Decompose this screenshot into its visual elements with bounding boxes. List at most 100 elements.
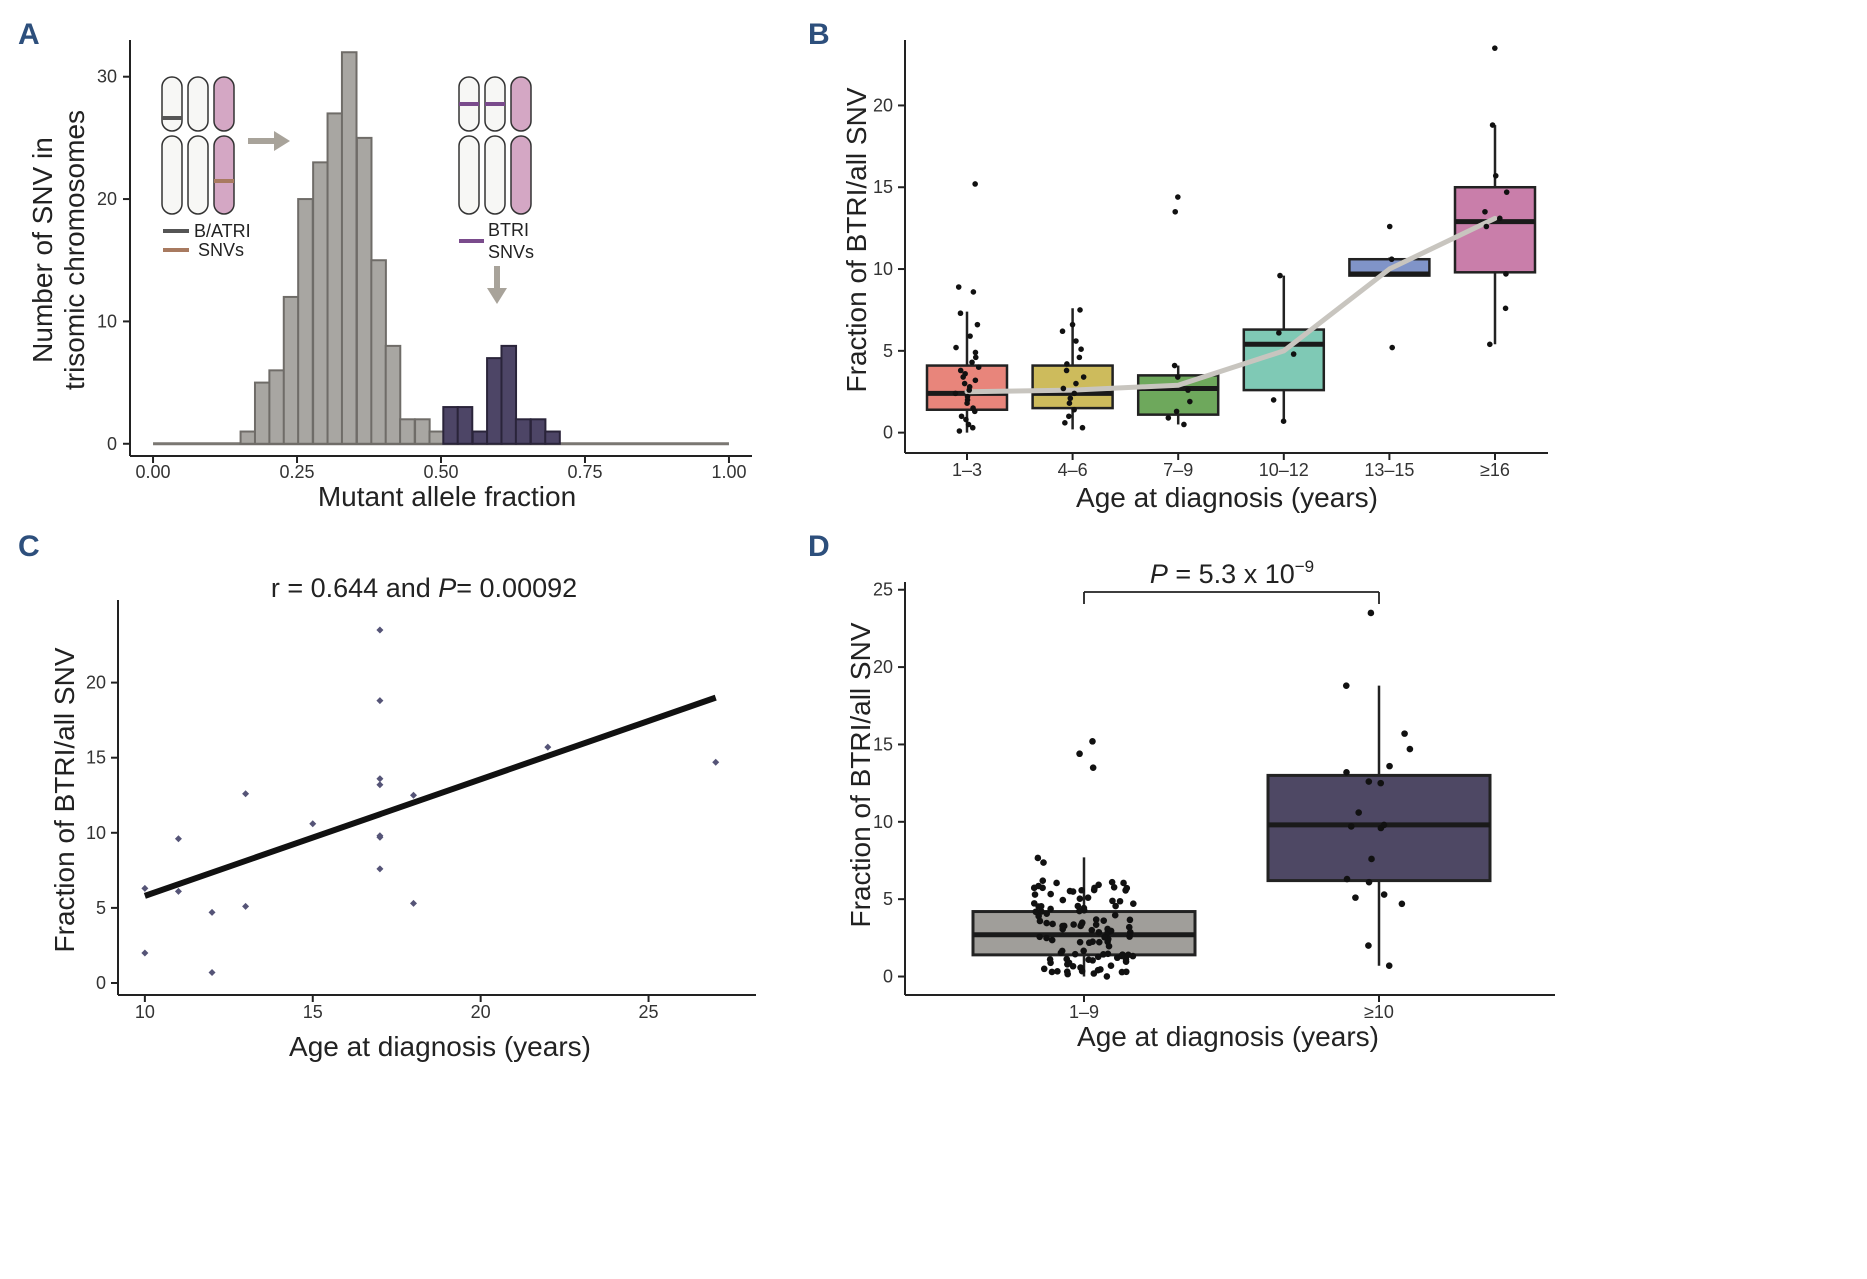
y-tick-label: 30 xyxy=(97,67,117,87)
data-point xyxy=(1386,223,1393,230)
data-point xyxy=(208,908,216,916)
y-tick-label: 0 xyxy=(107,434,117,454)
histogram-bar xyxy=(529,418,547,445)
x-tick-label: 0.25 xyxy=(279,462,314,482)
data-point xyxy=(1076,938,1084,946)
data-point xyxy=(1048,936,1056,944)
histogram-bar xyxy=(312,161,329,445)
data-point xyxy=(1063,367,1070,374)
data-point xyxy=(1071,406,1077,413)
panel-c-xlabel: Age at diagnosis (years) xyxy=(289,1031,591,1062)
data-point xyxy=(1095,938,1103,946)
data-point xyxy=(1039,877,1047,885)
data-point xyxy=(1100,951,1107,958)
histogram-bar xyxy=(456,406,474,445)
data-point xyxy=(1503,189,1510,195)
data-point xyxy=(1385,962,1393,969)
histogram-bar xyxy=(442,406,459,445)
histogram-bar xyxy=(428,430,446,445)
significance-value: = 5.3 x 10 xyxy=(1168,559,1295,589)
x-tick-label: 4–6 xyxy=(1058,460,1088,480)
trend-line xyxy=(964,215,1498,395)
panel-b-ticks: 1–3 4–6 7–9 10–12 13–15 ≥16 0 5 10 15 20 xyxy=(873,95,1510,480)
panel-a-xlabel: Mutant allele fraction xyxy=(318,481,576,512)
histogram-bar xyxy=(544,430,561,445)
data-point xyxy=(1116,897,1124,905)
data-point xyxy=(1078,920,1085,928)
panel-b: B 1–3 4–6 7–9 10–12 13–15 ≥16 0 5 10 15 20 Age at … xyxy=(808,18,1548,513)
data-point xyxy=(1118,968,1126,976)
data-point xyxy=(1064,970,1071,978)
data-point xyxy=(967,333,973,339)
data-point xyxy=(1043,919,1050,927)
data-point xyxy=(1063,955,1071,963)
y-tick-label: 15 xyxy=(86,748,106,768)
arrow-down-icon xyxy=(487,266,507,304)
data-point xyxy=(1047,890,1054,898)
data-point xyxy=(1388,256,1395,263)
histogram-bar xyxy=(268,369,285,445)
data-point xyxy=(972,377,979,384)
data-point xyxy=(1380,821,1388,829)
data-point xyxy=(1107,962,1115,970)
data-point xyxy=(1089,957,1096,964)
panel-a-ylabel-line2: trisomic chromosomes xyxy=(59,110,90,390)
histogram-bar xyxy=(414,418,431,445)
data-point xyxy=(1074,902,1082,910)
y-tick-label: 10 xyxy=(873,812,893,832)
data-point xyxy=(1091,884,1098,892)
data-point xyxy=(1060,385,1067,392)
data-point xyxy=(964,393,971,400)
data-point xyxy=(1054,967,1061,975)
arrow-right-icon xyxy=(248,131,290,151)
data-point xyxy=(1076,907,1083,915)
y-tick-label: 0 xyxy=(883,423,893,443)
x-tick-label: 0.00 xyxy=(136,462,171,482)
data-point xyxy=(376,697,384,705)
y-tick-label: 20 xyxy=(873,95,893,115)
data-point xyxy=(1035,903,1042,910)
data-point xyxy=(1034,854,1042,862)
data-point xyxy=(1109,897,1116,905)
data-point xyxy=(1047,959,1054,967)
histogram-bar xyxy=(514,418,532,445)
data-point xyxy=(1067,395,1074,402)
data-point xyxy=(1107,927,1115,935)
data-point xyxy=(1047,905,1054,913)
data-point xyxy=(1066,887,1074,895)
panel-c-title-p: P xyxy=(438,573,456,603)
y-tick-label: 0 xyxy=(96,973,106,993)
data-point xyxy=(1482,208,1488,215)
y-tick-label: 10 xyxy=(873,259,893,279)
x-tick-label: ≥10 xyxy=(1364,1002,1394,1022)
outlier-point xyxy=(1175,194,1181,200)
data-point xyxy=(141,884,149,892)
histogram-bar xyxy=(297,198,314,445)
panel-c-ticks: 10 15 20 25 0 5 10 15 20 xyxy=(86,673,659,1022)
data-point xyxy=(1401,730,1408,737)
outlier-point xyxy=(1089,738,1096,745)
y-tick-label: 20 xyxy=(86,673,106,693)
x-tick-label: 7–9 xyxy=(1163,460,1193,480)
chromosome-schematic-btri-icon xyxy=(458,76,532,215)
data-point xyxy=(1365,878,1373,886)
panel-d-ylabel: Fraction of BTRI/all SNV xyxy=(845,622,876,927)
data-point xyxy=(376,781,384,789)
data-point xyxy=(1118,952,1125,960)
data-point xyxy=(1059,328,1066,335)
y-tick-label: 5 xyxy=(883,889,893,909)
legend-btri-snvs-label: SNVs xyxy=(488,242,534,262)
data-point xyxy=(1078,346,1084,353)
x-tick-label: 0.50 xyxy=(423,462,458,482)
data-point xyxy=(957,367,964,374)
legend-btri-label: BTRI xyxy=(488,220,529,240)
panel-d: D P = 5.3 x 10−9 1–9 ≥10 0 5 10 15 20 25 Age at… xyxy=(808,530,1555,1052)
data-point xyxy=(970,289,977,295)
data-point xyxy=(1101,933,1108,941)
data-point xyxy=(1352,894,1359,901)
panel-c-title-pvalue: = 0.00092 xyxy=(456,573,577,603)
data-point xyxy=(1270,397,1277,403)
data-point xyxy=(1368,855,1375,863)
histogram-bar xyxy=(340,51,358,445)
